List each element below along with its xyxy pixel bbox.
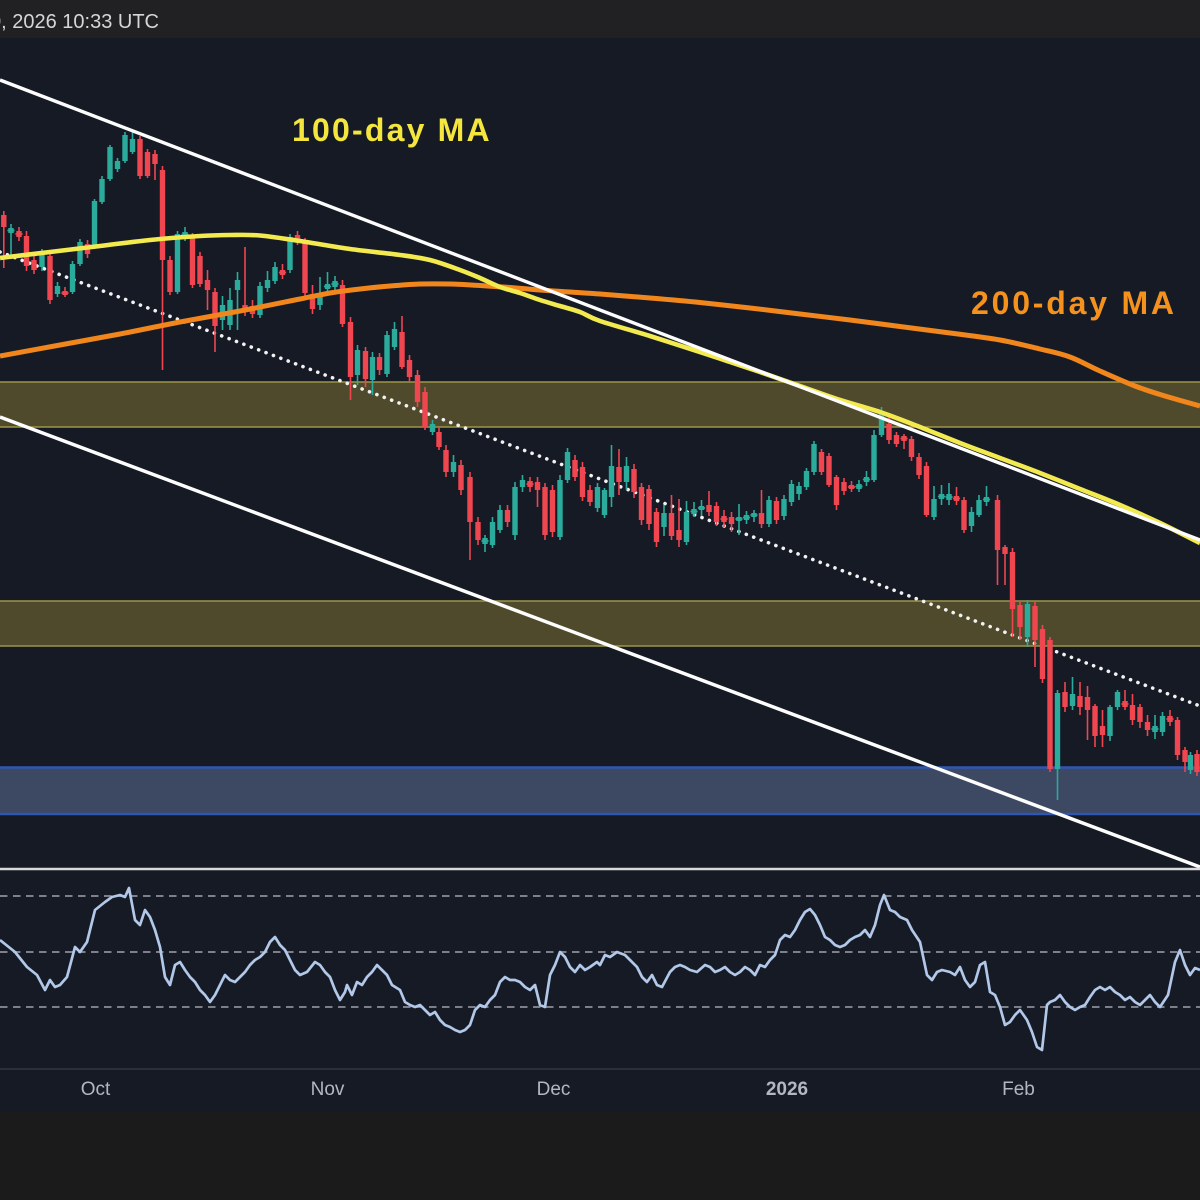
svg-text:Nov: Nov [311, 1079, 345, 1100]
svg-text:200-day MA: 200-day MA [971, 285, 1177, 321]
svg-text:2026: 2026 [766, 1079, 808, 1100]
svg-text:0, 2026 10:33 UTC: 0, 2026 10:33 UTC [0, 11, 159, 33]
svg-text:Dec: Dec [537, 1079, 571, 1100]
svg-text:Oct: Oct [81, 1079, 111, 1100]
svg-text:100-day MA: 100-day MA [292, 112, 492, 148]
svg-text:Feb: Feb [1002, 1079, 1035, 1100]
